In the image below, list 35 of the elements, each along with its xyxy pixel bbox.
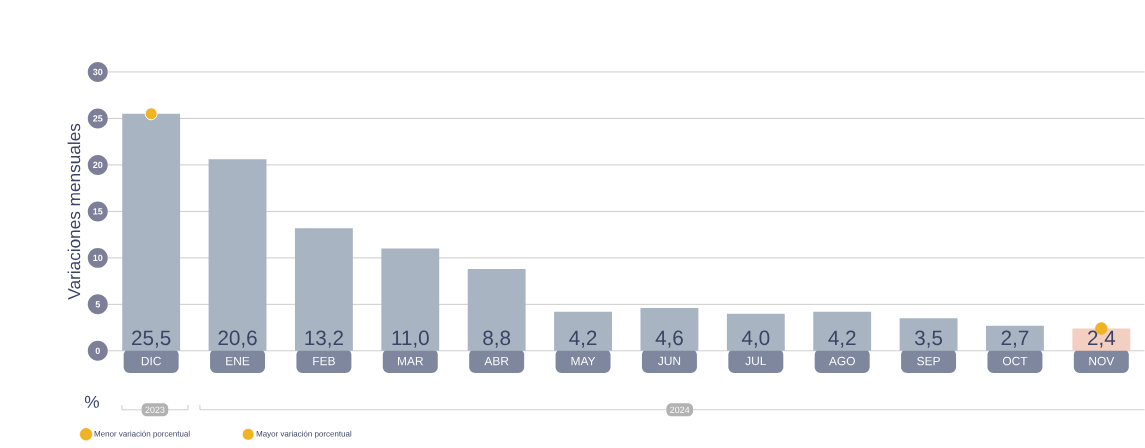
x-tick-label: DIC xyxy=(141,356,161,366)
y-axis-title: Variaciones mensuales xyxy=(67,123,81,300)
data-label: 11,0 xyxy=(392,330,429,348)
x-tick-label: JUN xyxy=(658,356,681,366)
x-tick-label: OCT xyxy=(1002,356,1028,366)
data-label: 3,5 xyxy=(914,330,943,348)
x-tick-label: ABR xyxy=(484,357,509,366)
data-label: 2,4 xyxy=(1088,330,1116,348)
x-tick-label: NOV xyxy=(1089,356,1115,366)
data-label: 8,8 xyxy=(483,330,511,348)
y-tick-label: 30 xyxy=(92,68,103,76)
data-label: 4,2 xyxy=(569,330,597,348)
data-label: 20,6 xyxy=(218,330,257,348)
y-tick-label: 20 xyxy=(93,161,103,169)
text: % xyxy=(84,395,100,408)
data-label: 4,6 xyxy=(655,330,683,348)
text: 2023 xyxy=(145,406,165,414)
data-label: 4,0 xyxy=(741,330,770,348)
data-label: 4,2 xyxy=(828,330,856,348)
text: 2024 xyxy=(670,406,690,414)
y-tick-label: 0 xyxy=(95,347,100,355)
x-tick-label: AGO xyxy=(828,356,855,366)
x-tick-label: MAY xyxy=(571,357,596,366)
y-tick-label: 15 xyxy=(93,208,103,215)
y-tick-label: 5 xyxy=(95,301,100,308)
data-label: 25,5 xyxy=(132,330,171,348)
x-tick-label: MAR xyxy=(397,357,424,366)
data-label: 13,2 xyxy=(305,330,343,348)
data-label: 2,7 xyxy=(1001,330,1029,348)
x-tick-label: SEP xyxy=(917,356,940,366)
y-tick-label: 25 xyxy=(93,115,103,122)
x-tick-label: JUL xyxy=(745,356,767,366)
y-tick-label: 10 xyxy=(93,254,103,262)
x-tick-label: FEB xyxy=(313,357,335,366)
x-tick-label: ENE xyxy=(226,357,250,366)
